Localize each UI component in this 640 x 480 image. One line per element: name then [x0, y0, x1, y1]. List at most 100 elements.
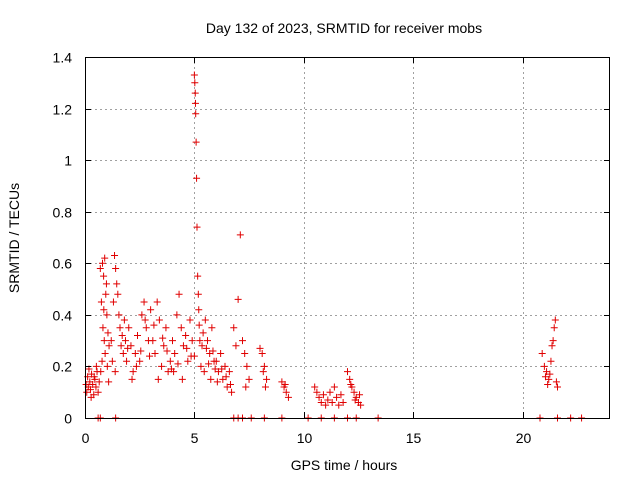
- data-point: [173, 311, 181, 319]
- data-point: [123, 357, 131, 365]
- data-point: [212, 357, 220, 365]
- data-point: [192, 110, 200, 118]
- data-point: [548, 342, 556, 350]
- y-tick-label: 1.2: [53, 102, 73, 118]
- data-point: [538, 350, 546, 358]
- data-point: [198, 342, 206, 350]
- data-point: [191, 89, 199, 97]
- data-point: [208, 324, 216, 332]
- data-point: [97, 368, 105, 376]
- data-point: [150, 321, 158, 329]
- data-point: [546, 370, 554, 378]
- data-point: [118, 331, 126, 339]
- data-point: [217, 350, 225, 358]
- data-point: [190, 352, 198, 360]
- chart-title: Day 132 of 2023, SRMTID for receiver mob…: [206, 20, 482, 36]
- data-point: [195, 321, 203, 329]
- data-point: [322, 401, 330, 409]
- data-point: [195, 306, 203, 314]
- data-point: [184, 357, 192, 365]
- data-point: [311, 383, 319, 391]
- data-point: [103, 311, 111, 319]
- data-point: [193, 174, 201, 182]
- data-point: [170, 368, 178, 376]
- y-tick-label: 0: [64, 411, 72, 427]
- x-tick-label: 0: [82, 430, 90, 446]
- data-point: [107, 337, 115, 345]
- data-point: [324, 396, 332, 404]
- data-point: [196, 337, 204, 345]
- data-point: [132, 362, 140, 370]
- data-point: [90, 373, 98, 381]
- y-tick-label: 0.6: [53, 256, 73, 272]
- data-point: [94, 388, 102, 396]
- data-point: [225, 368, 233, 376]
- data-point: [204, 337, 211, 345]
- data-point: [169, 337, 176, 345]
- x-tick-label: 10: [297, 430, 313, 446]
- data-point: [356, 391, 364, 399]
- data-point: [147, 306, 155, 314]
- data-point: [201, 316, 209, 324]
- data-point: [100, 272, 108, 280]
- data-point: [313, 388, 321, 396]
- data-point: [182, 331, 190, 339]
- data-point: [112, 264, 120, 272]
- data-point: [540, 362, 548, 370]
- y-tick-label: 0.4: [53, 308, 73, 324]
- data-point: [256, 344, 264, 352]
- x-tick-label: 15: [406, 430, 422, 446]
- data-point: [194, 272, 202, 280]
- data-point: [83, 388, 91, 396]
- data-point: [105, 378, 113, 386]
- data-point: [544, 380, 552, 388]
- data-point: [333, 393, 341, 401]
- data-point: [317, 399, 325, 407]
- data-point: [199, 329, 207, 337]
- data-point: [337, 391, 345, 399]
- data-point: [137, 347, 145, 355]
- data-point: [207, 375, 215, 383]
- data-point: [151, 350, 159, 358]
- data-point: [120, 316, 128, 324]
- data-point: [346, 375, 354, 383]
- data-point: [188, 337, 196, 345]
- data-point: [104, 329, 112, 337]
- data-point: [258, 350, 266, 358]
- data-point: [100, 306, 108, 314]
- data-point: [194, 290, 202, 298]
- data-point: [153, 298, 161, 306]
- data-point: [127, 342, 135, 350]
- data-point: [134, 331, 141, 339]
- data-point: [191, 79, 199, 87]
- data-point: [140, 298, 148, 306]
- data-point: [218, 365, 226, 373]
- data-point: [339, 399, 347, 407]
- y-tick-label: 0.8: [53, 205, 73, 221]
- data-point: [550, 324, 558, 332]
- data-point: [239, 337, 246, 345]
- y-tick-label: 1.4: [53, 50, 73, 66]
- data-point: [178, 375, 186, 383]
- data-point: [319, 391, 327, 399]
- data-point: [158, 362, 166, 370]
- data-point: [95, 378, 103, 386]
- data-point: [193, 223, 201, 231]
- plot-frame: [85, 57, 610, 419]
- data-point: [101, 254, 109, 262]
- y-tick-label: 1: [64, 153, 72, 169]
- data-point: [174, 360, 182, 368]
- data-point: [92, 383, 100, 391]
- data-point: [236, 231, 244, 239]
- y-tick-label: 0.2: [53, 359, 73, 375]
- data-point: [315, 393, 323, 401]
- data-point: [222, 373, 230, 381]
- data-point: [131, 350, 139, 358]
- data-point: [191, 99, 199, 107]
- data-point: [98, 357, 106, 365]
- data-point: [213, 378, 221, 386]
- data-point: [282, 388, 290, 396]
- data-point: [281, 380, 289, 388]
- data-point: [96, 264, 104, 272]
